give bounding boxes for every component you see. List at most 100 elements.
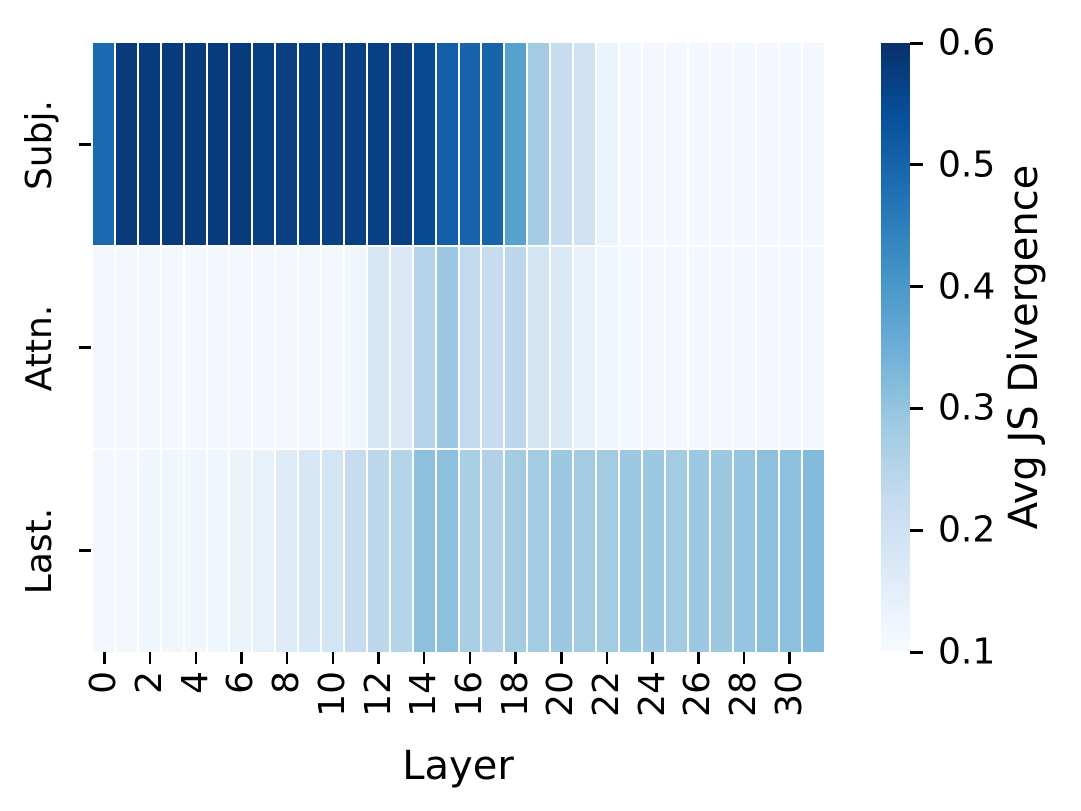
- heatmap-cell: [757, 246, 779, 449]
- heatmap-cell: [780, 246, 802, 449]
- heatmap-cell: [642, 43, 664, 245]
- colorbar-tick: [910, 41, 923, 45]
- heatmap-cell: [596, 246, 618, 449]
- colorbar-tick: [910, 163, 923, 167]
- heatmap-cell: [322, 43, 343, 245]
- heatmap-cell: [596, 43, 618, 245]
- heatmap-cell: [93, 450, 114, 652]
- heatmap-cell: [482, 246, 504, 449]
- heatmap-cell: [299, 246, 321, 449]
- heatmap-cell: [322, 450, 343, 652]
- x-tick-label: 4: [174, 671, 216, 694]
- colorbar-tick: [910, 650, 923, 654]
- y-tick-label: Subj.: [19, 99, 60, 190]
- heatmap-cell: [344, 246, 366, 449]
- x-tick: [422, 652, 426, 664]
- heatmap-cell: [734, 246, 756, 449]
- y-tick: [79, 143, 91, 146]
- heatmap-cell: [207, 450, 229, 652]
- colorbar-tick: [910, 406, 923, 410]
- heatmap-cell: [413, 450, 435, 652]
- heatmap-cell: [207, 246, 229, 449]
- heatmap-cell: [184, 246, 206, 449]
- x-tick: [194, 652, 198, 664]
- x-tick: [285, 652, 289, 664]
- x-tick: [605, 652, 609, 664]
- x-tick-label: 22: [585, 671, 627, 717]
- x-tick: [331, 652, 335, 664]
- x-tick-label: 0: [83, 671, 125, 694]
- x-tick-label: 28: [723, 671, 765, 717]
- colorbar-tick-label: 0.6: [938, 22, 996, 64]
- heatmap-cell: [711, 43, 733, 245]
- x-tick-label: 6: [220, 671, 262, 694]
- heatmap-cell: [161, 246, 183, 449]
- heatmap-cell: [574, 246, 595, 449]
- heatmap-cell: [505, 43, 527, 245]
- colorbar-label: Avg JS Divergence: [1001, 164, 1047, 530]
- heatmap-cell: [390, 43, 412, 245]
- heatmap-cell: [138, 246, 160, 449]
- heatmap-cell: [780, 450, 802, 652]
- heatmap-cell: [93, 246, 114, 449]
- heatmap-cell: [688, 450, 710, 652]
- x-tick-label: 2: [129, 671, 171, 694]
- heatmap-cell: [528, 450, 550, 652]
- x-tick-label: 8: [266, 671, 308, 694]
- heatmap-cell: [207, 43, 229, 245]
- colorbar-tick-label: 0.5: [938, 144, 996, 186]
- heatmap-cell: [253, 450, 275, 652]
- colorbar-tick-label: 0.1: [938, 631, 996, 673]
- heatmap-cell: [115, 246, 137, 449]
- heatmap-cell: [803, 450, 824, 652]
- x-tick-label: 10: [311, 671, 353, 717]
- heatmap-cell: [230, 450, 252, 652]
- x-tick-label: 20: [540, 671, 582, 717]
- heatmap-cell: [780, 43, 802, 245]
- heatmap-cell: [665, 450, 687, 652]
- colorbar-tick: [910, 528, 923, 532]
- y-tick: [79, 549, 91, 552]
- heatmap-cell: [367, 450, 389, 652]
- colorbar-gradient: [881, 43, 910, 652]
- x-tick-label: 16: [448, 671, 490, 717]
- heatmap-cell: [436, 450, 458, 652]
- heatmap-cell: [482, 450, 504, 652]
- heatmap-cell: [551, 43, 573, 245]
- heatmap-cell: [413, 43, 435, 245]
- x-tick-label: 26: [677, 671, 719, 717]
- x-tick: [377, 652, 380, 664]
- heatmap-cell: [688, 246, 710, 449]
- x-tick-label: 24: [631, 671, 673, 717]
- colorbar-tick-label: 0.2: [938, 509, 996, 551]
- heatmap-cell: [184, 450, 206, 652]
- y-tick-label: Last.: [19, 507, 60, 594]
- heatmap-cell: [322, 246, 343, 449]
- x-tick: [788, 652, 791, 664]
- heatmap-cell: [390, 246, 412, 449]
- heatmap-cell: [299, 43, 321, 245]
- heatmap-cell: [574, 43, 595, 245]
- x-tick-label: 14: [403, 671, 445, 717]
- heatmap-cell: [688, 43, 710, 245]
- x-tick-label: 18: [494, 671, 536, 717]
- heatmap-cell: [528, 43, 550, 245]
- heatmap-cell: [253, 246, 275, 449]
- heatmap-cell: [299, 450, 321, 652]
- heatmap-cell: [276, 450, 298, 652]
- x-tick: [742, 652, 746, 664]
- heatmap-cell: [665, 246, 687, 449]
- heatmap-cell: [619, 246, 641, 449]
- colorbar-tick: [910, 285, 923, 289]
- heatmap-cell: [665, 43, 687, 245]
- heatmap-cell: [642, 450, 664, 652]
- heatmap-cell: [367, 43, 389, 245]
- x-axis-label: Layer: [402, 743, 514, 789]
- x-tick: [103, 652, 106, 664]
- colorbar-tick-label: 0.4: [938, 266, 996, 308]
- heatmap-cell: [757, 43, 779, 245]
- heatmap-cell: [390, 450, 412, 652]
- heatmap-cell: [642, 246, 664, 449]
- heatmap-cell: [276, 246, 298, 449]
